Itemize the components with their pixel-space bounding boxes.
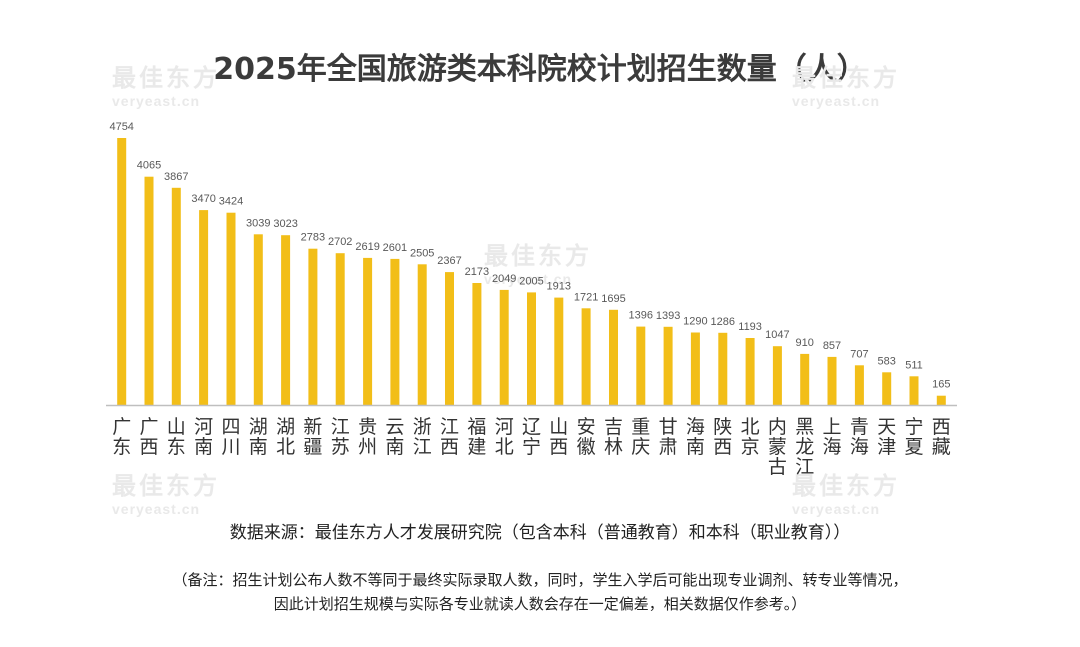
- data-label-河南: 3470: [191, 193, 215, 205]
- category-label-青海: 青海: [850, 416, 869, 458]
- data-label-宁夏: 511: [905, 359, 923, 371]
- data-label-河北: 2049: [492, 273, 516, 285]
- category-label-新疆: 新疆: [303, 416, 322, 458]
- category-label-江苏: 江苏: [331, 416, 350, 458]
- data-label-西藏: 165: [932, 379, 950, 391]
- data-label-新疆: 2783: [301, 232, 325, 244]
- bar-新疆: [308, 248, 318, 405]
- note-line-1: （备注：招生计划公布人数不等同于最终实际录取人数，同时，学生入学后可能出现专业调…: [172, 571, 908, 589]
- category-label-海南: 海南: [686, 416, 705, 458]
- data-label-江苏: 2702: [328, 236, 352, 248]
- category-label-广西: 广西: [139, 416, 158, 458]
- category-label-贵州: 贵州: [358, 416, 377, 458]
- bar-北京: [745, 338, 755, 405]
- bar-贵州: [363, 257, 373, 405]
- data-label-甘肃: 1393: [656, 310, 680, 322]
- category-label-福建: 福建: [467, 416, 486, 458]
- bar-海南: [690, 332, 700, 405]
- category-label-重庆: 重庆: [631, 416, 650, 458]
- category-label-北京: 北京: [741, 416, 760, 458]
- bar-宁夏: [909, 376, 919, 405]
- bar-湖南: [253, 234, 263, 405]
- bar-辽宁: [527, 292, 536, 405]
- category-label-吉林: 吉林: [604, 416, 623, 458]
- bar-河南: [199, 210, 209, 405]
- category-label-天津: 天津: [877, 416, 896, 458]
- data-label-辽宁: 2005: [519, 275, 543, 287]
- bar-山东: [171, 187, 181, 405]
- category-label-山西: 山西: [549, 416, 568, 458]
- bar-甘肃: [663, 326, 673, 405]
- category-label-宁夏: 宁夏: [904, 416, 923, 458]
- data-label-湖北: 3023: [273, 218, 297, 230]
- bar-内蒙古: [772, 346, 782, 405]
- data-label-浙江: 2505: [410, 247, 434, 259]
- bar-浙江: [417, 264, 427, 405]
- data-label-吉林: 1695: [601, 293, 625, 305]
- bar-安徽: [581, 308, 591, 405]
- category-label-黑龙江: 黑龙江: [795, 416, 814, 478]
- category-label-陕西: 陕西: [713, 416, 732, 458]
- bar-山西: [554, 297, 564, 405]
- bar-陕西: [718, 332, 728, 405]
- bar-四川: [226, 212, 236, 405]
- category-label-浙江: 浙江: [413, 416, 432, 458]
- data-label-广西: 4065: [137, 160, 161, 172]
- bar-天津: [882, 372, 892, 405]
- category-label-湖北: 湖北: [276, 416, 295, 458]
- category-label-西藏: 西藏: [932, 416, 951, 458]
- data-label-山西: 1913: [547, 281, 571, 293]
- category-label-广东: 广东: [112, 416, 131, 458]
- bar-河北: [499, 289, 509, 405]
- bar-福建: [472, 283, 482, 405]
- data-label-安徽: 1721: [574, 291, 598, 303]
- bar-青海: [854, 365, 864, 405]
- data-label-青海: 707: [850, 348, 868, 360]
- category-label-江西: 江西: [440, 416, 459, 458]
- data-label-江西: 2367: [437, 255, 461, 267]
- data-label-湖南: 3039: [246, 217, 270, 229]
- bar-江西: [445, 272, 454, 405]
- bar-吉林: [609, 309, 618, 405]
- category-label-四川: 四川: [221, 416, 240, 458]
- data-label-四川: 3424: [219, 196, 243, 208]
- data-label-广东: 4754: [109, 121, 133, 133]
- bar-广西: [144, 176, 154, 405]
- category-label-云南: 云南: [385, 416, 404, 458]
- data-label-黑龙江: 910: [796, 337, 814, 349]
- category-label-河北: 河北: [495, 416, 514, 458]
- data-label-内蒙古: 1047: [765, 329, 789, 341]
- data-label-云南: 2601: [383, 242, 407, 254]
- category-label-辽宁: 辽宁: [522, 416, 541, 458]
- bar-云南: [390, 258, 400, 405]
- bar-江苏: [335, 253, 345, 405]
- data-label-海南: 1290: [683, 316, 707, 328]
- data-label-天津: 583: [878, 355, 896, 367]
- category-label-河南: 河南: [194, 416, 213, 458]
- data-label-上海: 857: [823, 340, 841, 352]
- bar-黑龙江: [800, 353, 810, 405]
- category-label-安徽: 安徽: [577, 416, 596, 458]
- data-label-重庆: 1396: [629, 310, 653, 322]
- data-source: 数据来源：最佳东方人才发展研究院（包含本科（普通教育）和本科（职业教育））: [229, 523, 851, 543]
- bar-chart: 4754 广东 4065 广西 3867 山东 3470 河南 3424 四川 3039 湖南 3023…: [106, 121, 957, 478]
- note-line-2: 因此计划招生规模与实际各专业就读人数会存在一定偏差，相关数据仅作参考。）: [273, 595, 807, 613]
- bar-重庆: [636, 326, 646, 405]
- note: （备注：招生计划公布人数不等同于最终实际录取人数，同时，学生入学后可能出现专业调…: [0, 568, 1080, 616]
- bar-湖北: [281, 235, 291, 405]
- chart-title: 2025年全国旅游类本科院校计划招生数量（人）: [213, 52, 867, 87]
- category-label-甘肃: 甘肃: [659, 416, 678, 458]
- bar-西藏: [936, 395, 946, 405]
- data-label-贵州: 2619: [355, 241, 379, 253]
- category-label-上海: 上海: [822, 416, 841, 458]
- category-label-山东: 山东: [167, 416, 186, 458]
- data-label-山东: 3867: [164, 171, 188, 183]
- category-label-内蒙古: 内蒙古: [768, 416, 787, 478]
- bar-广东: [117, 138, 127, 405]
- category-label-湖南: 湖南: [249, 416, 268, 458]
- data-label-北京: 1193: [738, 321, 762, 333]
- data-label-福建: 2173: [465, 266, 489, 278]
- bar-上海: [827, 356, 837, 405]
- data-label-陕西: 1286: [711, 316, 735, 328]
